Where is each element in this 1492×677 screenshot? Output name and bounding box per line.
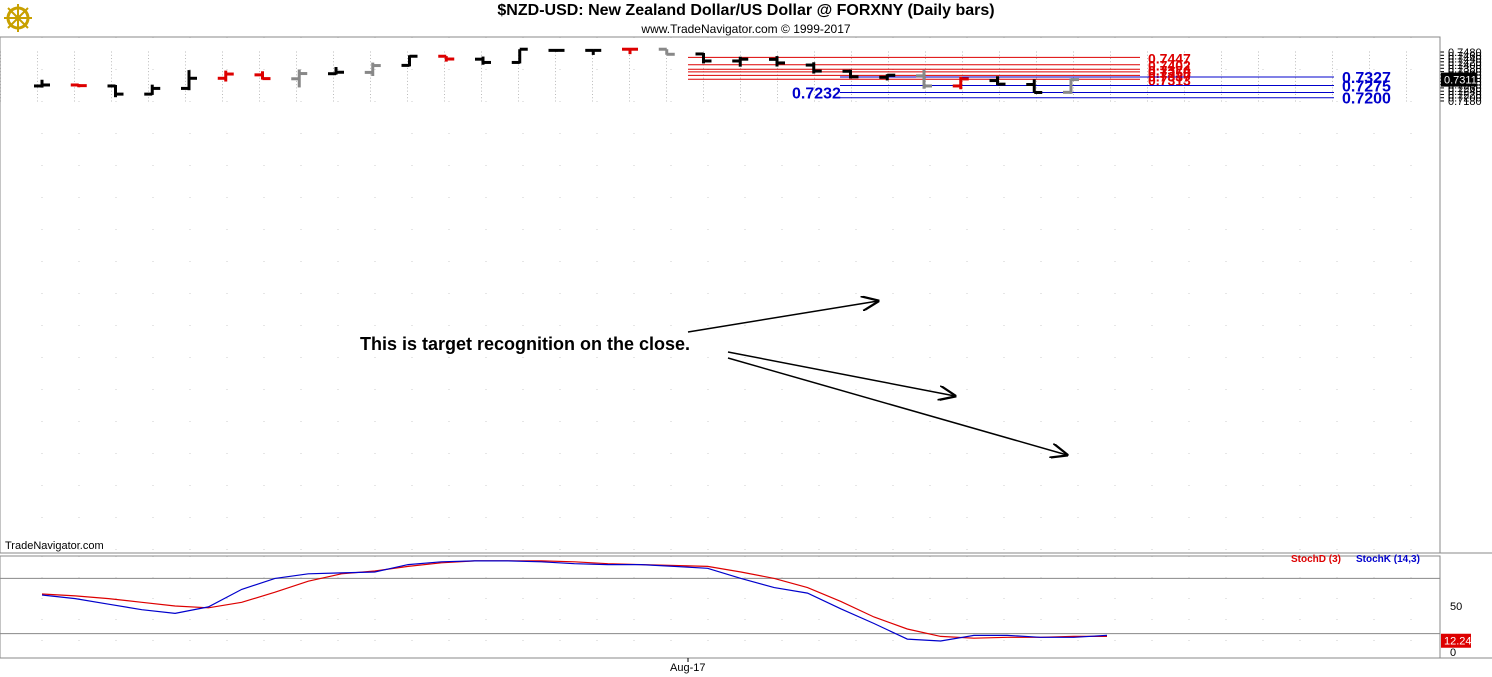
last-price-label: 0.7311: [1444, 75, 1477, 87]
ohlc-bar: [291, 69, 308, 88]
ohlc-bar: [805, 62, 822, 74]
watermark: TradeNavigator.com: [5, 540, 104, 552]
ohlc-bar: [217, 70, 234, 82]
ohlc-bar: [842, 69, 859, 79]
level-label-0.7200: 0.7200: [1342, 91, 1391, 108]
ohlc-bars: [34, 47, 1079, 98]
y-tick-label: 0.7240: [1448, 86, 1482, 98]
ohlc-bar: [401, 54, 418, 67]
level-label-0.7374: 0.7374: [1148, 62, 1191, 78]
annotation-arrow: [727, 357, 1067, 455]
ohlc-bar: [989, 76, 1006, 86]
stochastic-panel: 50 012.24: [0, 556, 1472, 659]
annotation-arrow: [727, 351, 955, 396]
ohlc-bar: [1026, 79, 1043, 94]
ohlc-bar: [34, 79, 50, 88]
annotation-arrows: [687, 301, 1067, 455]
level-label-0.7313: 0.7313: [1148, 72, 1191, 88]
level-label-0.7402: 0.7402: [1148, 58, 1191, 74]
ohlc-bar: [70, 83, 87, 88]
ohlc-bar: [254, 71, 271, 81]
level-label-0.7447: 0.7447: [1148, 50, 1191, 66]
annotation-text: This is target recognition on the close.: [360, 334, 691, 354]
ohlc-bar: [328, 67, 344, 76]
y-tick-label: 0.7440: [1448, 54, 1482, 66]
ohlc-bar: [916, 69, 932, 89]
x-tick-label: Aug-17: [670, 662, 705, 674]
level-label-0.7327: 0.7327: [1342, 70, 1391, 87]
ohlc-bar: [364, 62, 381, 76]
level-label-0.7275: 0.7275: [1342, 78, 1391, 95]
legend-stochk: StochK (14,3): [1356, 554, 1420, 565]
ohlc-bar: [475, 56, 491, 65]
stoch-last-box: [1441, 633, 1471, 648]
ohlc-bar: [695, 52, 712, 64]
ohlc-bar: [438, 54, 455, 62]
ohlc-bar: [622, 47, 638, 55]
ohlc-bar: [511, 47, 528, 64]
ohlc-bar: [769, 56, 785, 67]
stoch-line-d: [41, 560, 1107, 639]
legend-stochd: StochD (3): [1291, 554, 1341, 565]
y-tick-label: 0.7420: [1448, 57, 1482, 69]
ohlc-bar: [732, 56, 749, 67]
y-tick-label: 0.7200: [1448, 93, 1482, 105]
y-tick-label: 0.7180: [1448, 96, 1482, 108]
y-tick-label: 0.7400: [1448, 60, 1482, 72]
last-price-box: [1441, 72, 1476, 87]
chart-subtitle: www.TradeNavigator.com © 1999-2017: [641, 22, 851, 36]
ohlc-bar: [548, 48, 565, 52]
stoch-tick-label: 0: [1450, 647, 1456, 659]
y-tick-label: 0.7380: [1448, 63, 1482, 75]
ship-wheel-logo-icon: [4, 4, 32, 32]
ohlc-bar: [952, 76, 969, 90]
level-label-0.7232: 0.7232: [792, 85, 841, 102]
stoch-tick-label: 50: [1450, 601, 1462, 613]
ohlc-bar: [144, 84, 161, 96]
y-tick-label: 0.7480: [1448, 47, 1482, 59]
ohlc-bar: [879, 73, 896, 81]
chart-title: $NZD-USD: New Zealand Dollar/US Dollar @…: [497, 2, 995, 19]
ohlc-bar: [1063, 78, 1079, 94]
price-axis: 0.74800.74600.74400.74200.74000.73800.73…: [1440, 47, 1482, 108]
level-label-0.7337: 0.7337: [1148, 68, 1191, 84]
ohlc-bar: [658, 47, 675, 56]
y-tick-label: 0.7220: [1448, 89, 1482, 101]
y-tick-label: 0.7460: [1448, 50, 1482, 62]
annotation-arrow: [687, 301, 878, 333]
ohlc-bar: [181, 70, 197, 91]
ohlc-bar: [585, 48, 602, 55]
ohlc-bar: [107, 84, 124, 98]
stoch-last-label: 12.24: [1444, 636, 1472, 648]
stoch-line-k: [41, 560, 1108, 642]
